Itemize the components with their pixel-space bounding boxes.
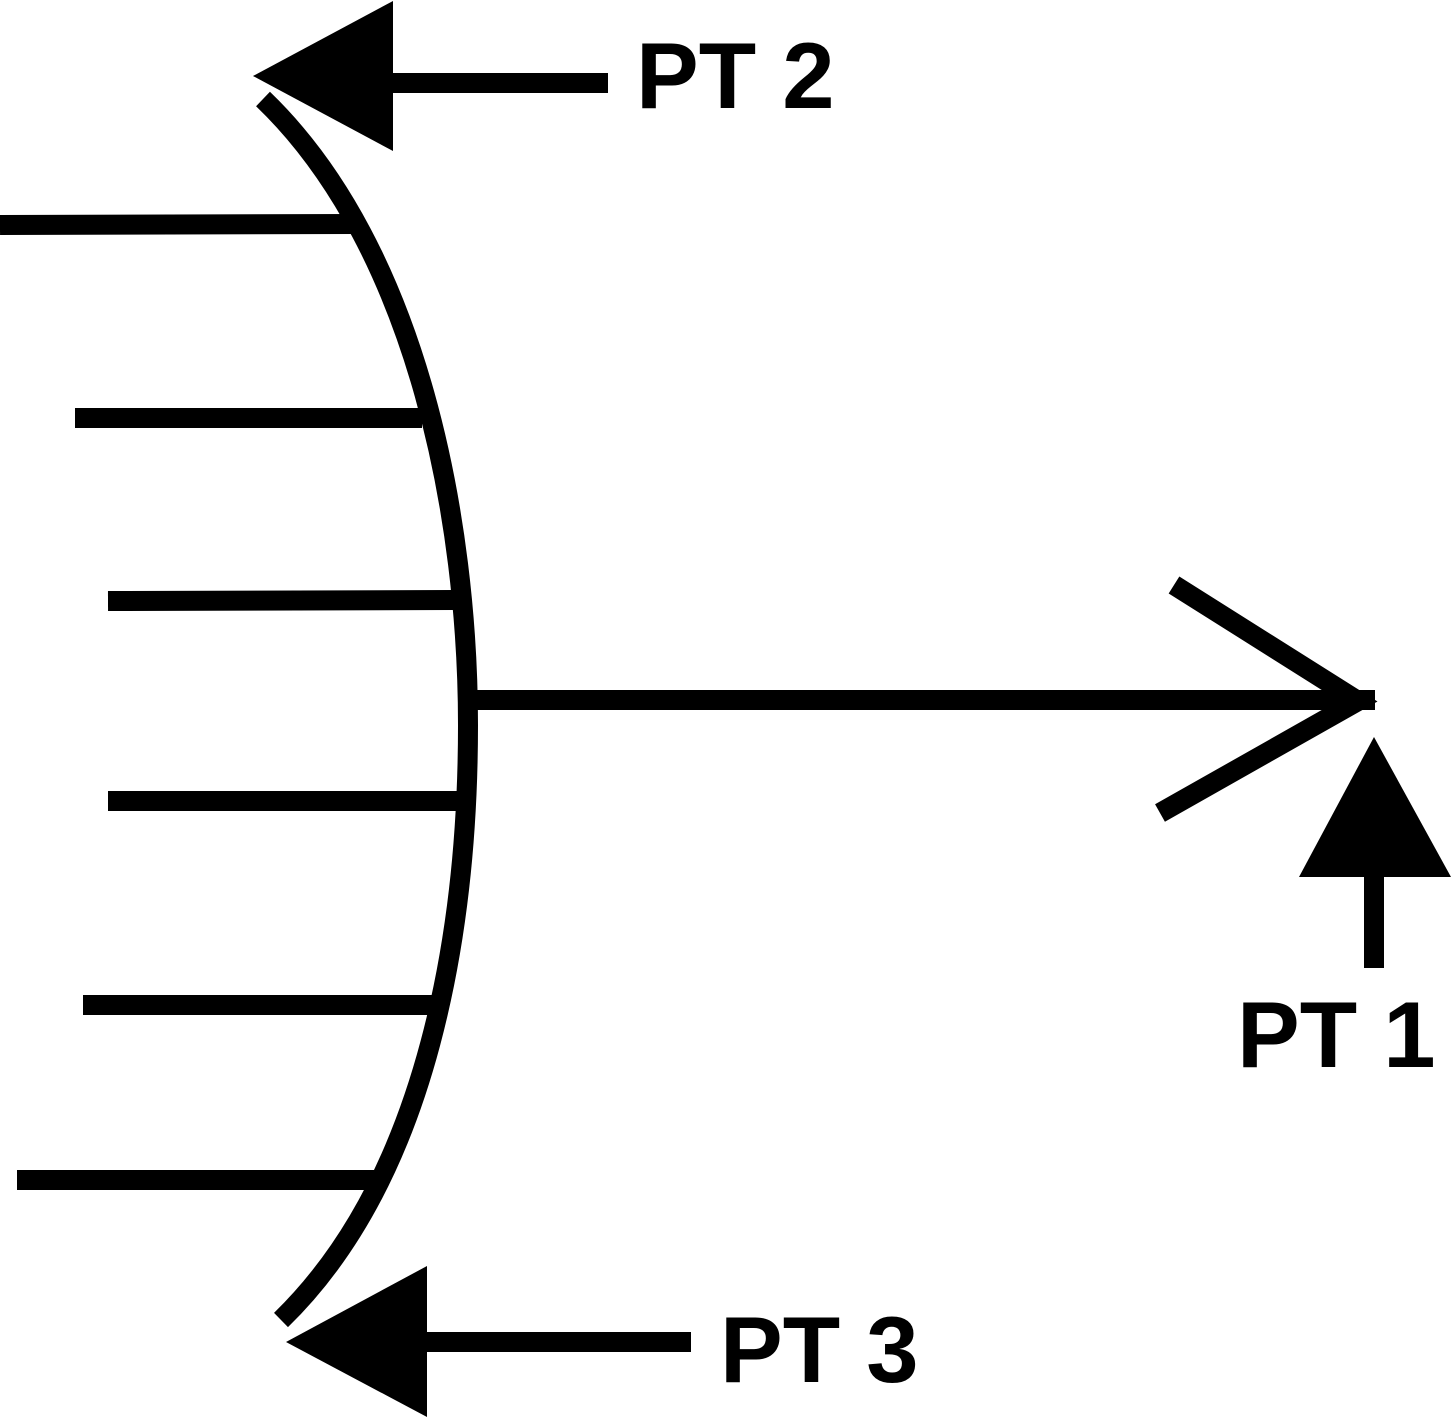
pt2-arrowhead bbox=[253, 1, 393, 151]
pt3-arrowhead bbox=[286, 1266, 427, 1417]
profile-curve bbox=[256, 91, 479, 1328]
pt1-arrowhead bbox=[1299, 737, 1451, 877]
pt2-label: PT 2 bbox=[636, 23, 835, 128]
center-arrowhead bbox=[1155, 576, 1378, 822]
hatch-line-1 bbox=[0, 214, 356, 235]
hatch-line-3 bbox=[107, 590, 456, 611]
pt3-label: PT 3 bbox=[720, 1297, 919, 1402]
pt1-label: PT 1 bbox=[1237, 982, 1436, 1087]
